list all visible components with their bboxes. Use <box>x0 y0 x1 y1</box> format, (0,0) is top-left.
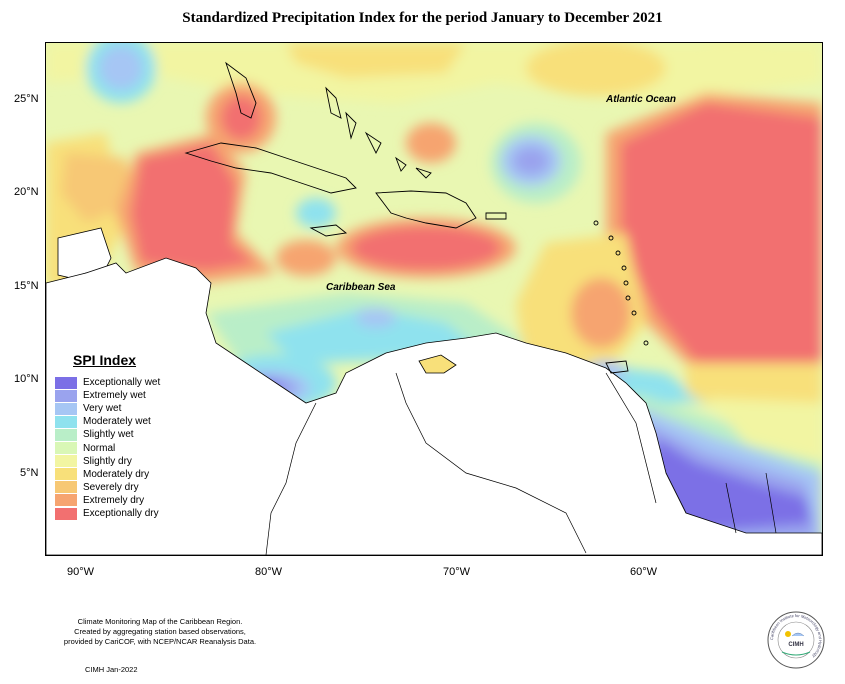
spi-map <box>45 42 823 556</box>
footer-line-2: Created by aggregating station based obs… <box>74 627 246 636</box>
lat-tick-20: 20°N <box>14 186 39 198</box>
hispaniola <box>375 190 477 229</box>
florida <box>225 61 257 119</box>
legend-swatch <box>55 442 77 454</box>
legend-swatch <box>55 428 77 441</box>
lat-tick-10: 10°N <box>14 373 39 385</box>
legend-item: Moderately wet <box>55 415 151 428</box>
lat-tick-5: 5°N <box>20 467 39 479</box>
caribbean-sea-label: Caribbean Sea <box>326 282 396 293</box>
lat-tick-25: 25°N <box>14 93 39 105</box>
legend-label: Extremely dry <box>83 494 145 506</box>
lon-tick-90: 90°W <box>67 566 95 578</box>
lon-tick-70: 70°W <box>443 566 471 578</box>
logo-text: CIMH <box>788 642 803 648</box>
lon-tick-60: 60°W <box>630 566 658 578</box>
footer-date: CIMH Jan-2022 <box>85 665 138 674</box>
map-title: Standardized Precipitation Index for the… <box>182 10 663 26</box>
legend-swatch <box>55 468 77 481</box>
legend-item: Extremely wet <box>55 389 146 402</box>
cuba <box>184 142 357 194</box>
cimh-logo: Caribbean Institute for Meteorology and … <box>766 610 826 670</box>
legend-label: Moderately dry <box>83 468 150 480</box>
legend-label: Slightly wet <box>83 429 134 441</box>
legend-label: Very wet <box>83 403 122 415</box>
islands <box>184 61 649 374</box>
lon-tick-80: 80°W <box>255 566 283 578</box>
landmasses <box>46 227 822 555</box>
spi-contours <box>46 43 822 555</box>
legend-title: SPI Index <box>73 352 137 368</box>
spi-map-canvas <box>46 43 822 555</box>
atlantic-ocean-label: Atlantic Ocean <box>606 94 677 105</box>
puerto-rico <box>485 212 507 220</box>
legend-item: Normal <box>55 442 115 455</box>
legend-label: Severely dry <box>83 481 139 493</box>
paraguana-peninsula <box>418 354 457 374</box>
legend-item: Slightly dry <box>55 455 132 468</box>
legend-swatch <box>55 481 77 494</box>
legend-item: Severely dry <box>55 481 139 494</box>
legend-item: Extremely dry <box>55 494 144 507</box>
legend-swatch <box>55 389 77 402</box>
legend-label: Exceptionally wet <box>83 377 161 388</box>
cimh-logo-icon: Caribbean Institute for Meteorology and … <box>767 611 825 669</box>
legend-label: Normal <box>83 442 116 454</box>
legend-swatch <box>55 376 77 389</box>
legend-swatch <box>55 494 77 507</box>
legend-label: Slightly dry <box>83 455 132 467</box>
legend-label: Extremely wet <box>83 390 146 402</box>
country-borders <box>265 372 777 555</box>
legend-label: Moderately wet <box>83 416 151 428</box>
legend-swatch <box>55 455 77 468</box>
jamaica <box>309 224 348 237</box>
legend-item: Moderately dry <box>55 468 149 481</box>
footer-line-1: Climate Monitoring Map of the Caribbean … <box>77 617 243 626</box>
legend-label: Exceptionally dry <box>83 508 159 519</box>
legend-swatch <box>55 507 77 520</box>
footer-credits: Climate Monitoring Map of the Caribbean … <box>30 617 290 647</box>
legend-swatch <box>55 402 77 415</box>
footer-line-3: provided by CariCOF, with NCEP/NCAR Rean… <box>63 637 257 646</box>
legend-item: Exceptionally wet <box>55 376 160 389</box>
legend-item: Very wet <box>55 402 121 415</box>
lat-tick-15: 15°N <box>14 280 39 292</box>
legend-item: Slightly wet <box>55 428 134 441</box>
legend-item: Exceptionally dry <box>55 507 159 520</box>
legend-swatch <box>55 415 77 428</box>
